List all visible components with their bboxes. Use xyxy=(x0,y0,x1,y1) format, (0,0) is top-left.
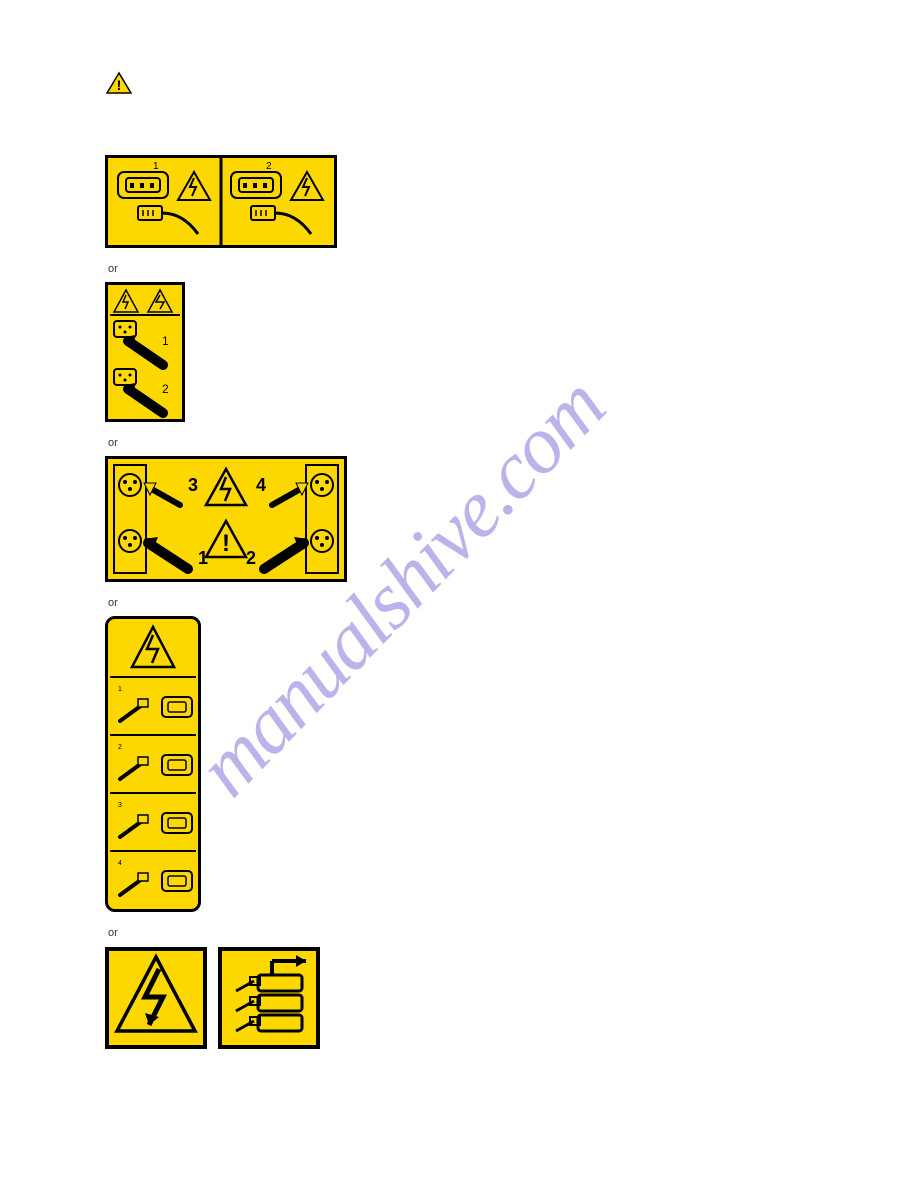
safety-labels-page: ! 1 xyxy=(0,0,918,1188)
tr-number: 4 xyxy=(256,475,266,495)
panel-2-number: 2 xyxy=(266,161,272,172)
or-text-3: or xyxy=(108,597,118,609)
cord-1-number: 1 xyxy=(162,334,169,348)
svg-text:!: ! xyxy=(222,530,230,557)
br-number: 2 xyxy=(246,548,256,568)
or-text-2: or xyxy=(108,437,118,449)
or-text-4: or xyxy=(108,927,118,939)
electrical-hazard-square-label xyxy=(105,947,207,1049)
panel-1-number: 1 xyxy=(153,161,159,172)
svg-text:4: 4 xyxy=(118,860,122,867)
four-cord-label: ! 3 4 1 2 xyxy=(105,456,347,582)
bl-number: 1 xyxy=(198,548,208,568)
dual-power-cord-label: 1 2 xyxy=(105,155,337,248)
or-text-1: or xyxy=(108,263,118,275)
svg-text:2: 2 xyxy=(118,744,122,751)
caution-triangle-icon: ! xyxy=(105,71,133,95)
svg-text:1: 1 xyxy=(118,686,122,693)
tl-number: 3 xyxy=(188,475,198,495)
cord-2-number: 2 xyxy=(162,382,169,396)
svg-text:!: ! xyxy=(117,77,122,93)
tall-multi-cord-label: 1 2 3 4 xyxy=(105,616,201,912)
svg-text:3: 3 xyxy=(118,802,122,809)
vertical-two-cord-label: 1 2 xyxy=(105,282,185,422)
multiple-power-sources-label xyxy=(218,947,320,1049)
watermark-text: manualshive.com xyxy=(179,360,623,815)
